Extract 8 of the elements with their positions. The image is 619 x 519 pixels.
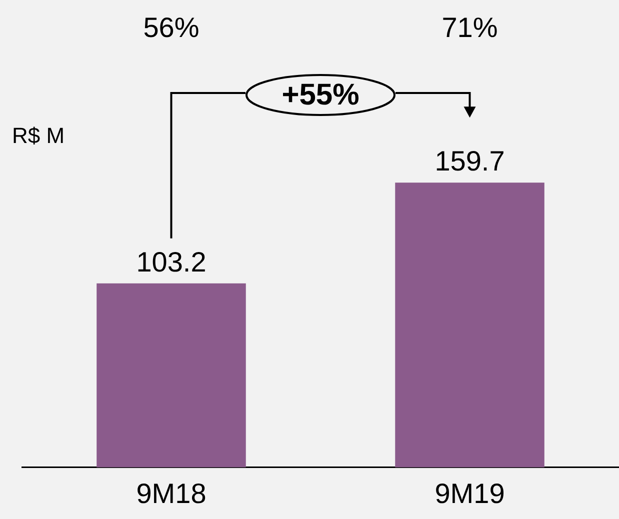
text: 71% <box>442 12 498 43</box>
x-tick-label: 9M18 <box>136 478 206 509</box>
data-label: 159.7 <box>434 146 505 177</box>
y-axis-title: R$ M <box>12 123 65 148</box>
text: 56% <box>143 12 200 43</box>
x-tick-label: 9M19 <box>434 478 505 509</box>
data-label: 103.2 <box>136 246 206 278</box>
text: +55% <box>282 78 360 112</box>
